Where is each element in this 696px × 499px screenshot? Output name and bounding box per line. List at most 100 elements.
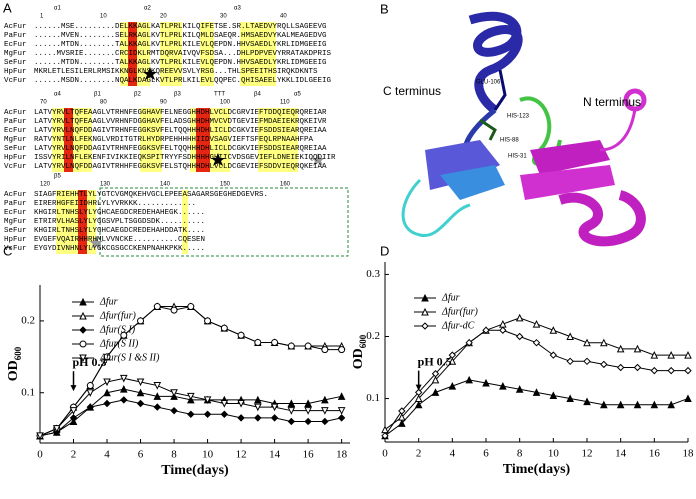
- sequence: MKRLETLESILERLRMSIKKNGLKNSKQREEVVSVLYRSG…: [34, 68, 318, 76]
- data-point: [549, 326, 558, 334]
- data-point: [684, 394, 692, 403]
- x-tick-label: 12: [236, 449, 247, 461]
- data-point: [304, 407, 312, 415]
- data-point: [337, 407, 346, 415]
- data-point: [304, 342, 312, 350]
- ruler-number: 80: [100, 100, 107, 106]
- sequence: LATVYRVLNQFDDAGIVTRHHFEGGKSVFELSTQHHHDHL…: [34, 163, 327, 171]
- data-point: [667, 366, 675, 375]
- sequence: SIAGFRIEHHTLYLYGTCVGMQKEHVGCLEPEEASAGARS…: [34, 191, 268, 199]
- structure-label: β2: [134, 92, 141, 98]
- ruler-number: 70: [40, 100, 47, 106]
- data-point: [69, 414, 78, 422]
- legend-label: Δfur: [99, 296, 118, 307]
- sequence: LATVYRVLNQFDDAGIVTRHNFEGGKSVFELTQQHHHDHL…: [34, 127, 327, 135]
- data-point: [103, 399, 111, 408]
- data-point: [566, 394, 574, 403]
- series-line: [39, 377, 342, 437]
- legend-marker: [421, 307, 429, 316]
- ruler-number: 1: [40, 14, 44, 20]
- data-point: [153, 382, 162, 390]
- data-point: [321, 346, 329, 354]
- x-tick-label: 12: [582, 448, 593, 460]
- x-tick-label: 10: [548, 448, 560, 460]
- x-tick-label: 18: [683, 448, 695, 460]
- species-name: VcFur: [4, 245, 27, 253]
- data-point: [287, 342, 295, 350]
- species-name: SeFur: [4, 145, 27, 153]
- data-point: [237, 414, 245, 422]
- data-point: [566, 332, 574, 340]
- data-point: [398, 413, 406, 421]
- data-point: [287, 399, 296, 407]
- species-name: HpFur: [4, 154, 27, 162]
- annotation-arrowhead: [70, 385, 77, 392]
- c-terminus-label: C terminus: [383, 84, 441, 98]
- data-point: [271, 338, 279, 346]
- data-point: [616, 363, 625, 372]
- data-point: [515, 385, 524, 393]
- panel-label: D: [380, 243, 389, 258]
- x-tick-label: 16: [649, 448, 661, 460]
- ruler-number: 90: [160, 100, 167, 106]
- sequence: ISSVYRILNFLEKENFIVIKKIEQKSPITRYYFSDHHHHG…: [34, 154, 336, 162]
- data-point: [381, 432, 389, 440]
- panel-label: C: [3, 243, 12, 258]
- ruler-number: 110: [280, 100, 290, 106]
- data-point: [482, 378, 490, 387]
- data-point: [304, 417, 312, 426]
- data-point: [650, 400, 659, 409]
- x-tick-label: 2: [416, 448, 422, 460]
- y-tick-label: 0.2: [366, 330, 380, 342]
- data-point: [170, 406, 178, 415]
- x-tick-label: 8: [517, 448, 523, 460]
- data-point: [616, 400, 625, 409]
- sequence: ......MSE.........DELKKAGLKATLPRLKILQIFE…: [34, 23, 327, 31]
- y-axis-label: OD600: [351, 334, 368, 369]
- data-point: [583, 338, 591, 347]
- data-point: [515, 313, 524, 322]
- data-point: [633, 363, 642, 372]
- species-name: AcFur: [4, 23, 27, 31]
- data-point: [86, 403, 94, 411]
- sequence: EIRERHGFEIIDHRLYLYVRKKK.............: [34, 200, 196, 208]
- legend-marker: [79, 354, 87, 363]
- annotation-arrowhead: [415, 384, 422, 391]
- species-name: AcFur: [4, 191, 27, 199]
- series-line: [384, 317, 688, 430]
- species-name: MgFur: [4, 136, 27, 144]
- data-point: [254, 414, 262, 422]
- data-point: [86, 389, 95, 397]
- sequence: ......MVEN........SELRKAGLKVTLPRLKILQMLD…: [34, 32, 327, 40]
- y-label-sub: 600: [13, 346, 23, 360]
- structure-label: α2: [144, 6, 151, 12]
- y-tick-label: 0.1: [366, 392, 380, 404]
- x-tick-label: 2: [71, 449, 77, 461]
- structure-label: β1: [94, 92, 101, 98]
- alignment-panel: A: [3, 0, 12, 15]
- data-point: [414, 388, 423, 397]
- data-point: [254, 395, 262, 404]
- x-tick-label: 0: [37, 449, 43, 461]
- species-name: SeFur: [4, 227, 27, 235]
- y-tick-label: 0.1: [21, 386, 35, 398]
- protein-structure: [401, 11, 647, 247]
- data-point: [120, 331, 128, 339]
- data-point: [237, 400, 245, 408]
- data-point: [431, 370, 440, 378]
- data-point: [431, 388, 440, 396]
- residue-label: HIS-31: [508, 154, 527, 160]
- structure-label: β3: [174, 92, 181, 98]
- data-point: [103, 378, 111, 387]
- legend-marker: [79, 340, 87, 348]
- data-point: [187, 392, 195, 401]
- data-point: [600, 360, 608, 369]
- x-tick-label: 6: [138, 449, 144, 461]
- sequence: LATVYRVLTQFEAAGLVTRHNFEGGHAVFELNEGGHHDHL…: [34, 109, 327, 117]
- x-tick-label: 14: [269, 449, 281, 461]
- data-point: [321, 407, 329, 415]
- species-name: PaFur: [4, 118, 27, 126]
- legend-label: Δfur: [441, 292, 460, 303]
- data-point: [398, 419, 406, 427]
- sequence: EYGYDIVNHNLYLYGKCGSGCCKENPNAHKPKK.....: [34, 245, 205, 253]
